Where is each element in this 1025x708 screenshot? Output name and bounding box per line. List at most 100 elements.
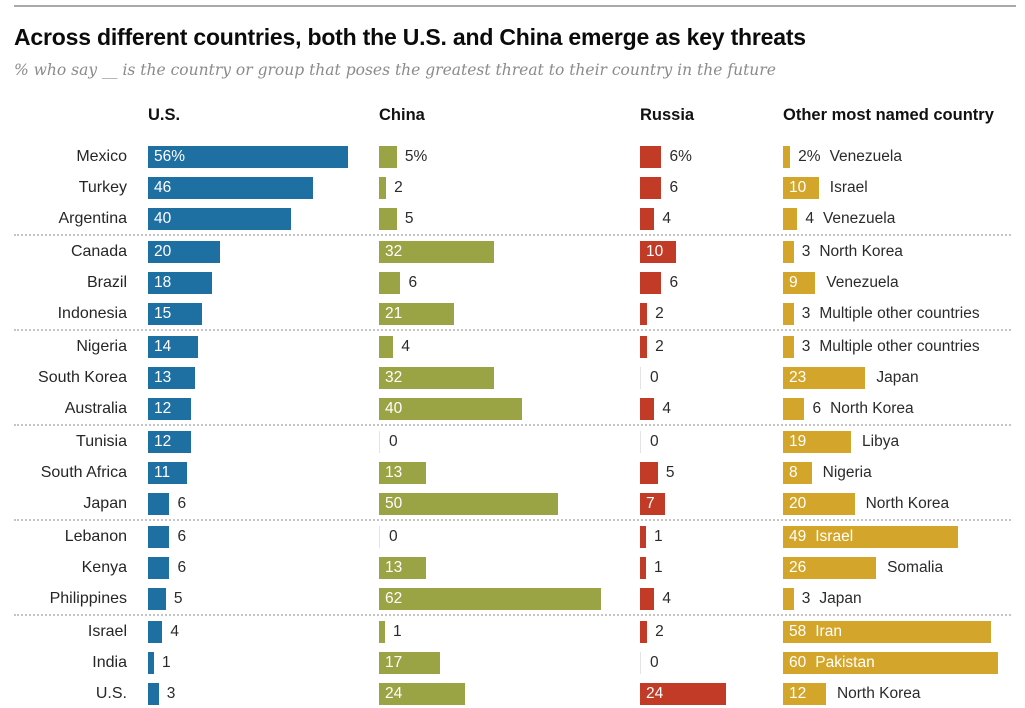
other-country-name: Somalia <box>887 558 944 576</box>
other-cell: 19 Libya <box>783 426 1025 457</box>
value-label: 12 <box>154 399 172 417</box>
other-bar: 12 <box>783 682 826 705</box>
other-country-name: Venezuela <box>829 147 902 165</box>
value-label: 4 <box>662 589 671 607</box>
other-country-name: Japan <box>819 589 862 607</box>
other-country-name: North Korea <box>830 399 914 417</box>
other-country-name: Japan <box>876 368 919 386</box>
russia-bar <box>640 397 655 420</box>
china-bar: 24 <box>379 682 465 705</box>
us-bar: 15 <box>148 302 202 325</box>
value-label: 0 <box>389 527 398 545</box>
us-cell: 12 <box>148 393 365 424</box>
china-cell: 5 <box>379 203 624 234</box>
chart-row: Mexico 56% 5% 6% 2% Venezuela <box>0 141 1025 172</box>
other-bar: 49 Israel <box>783 525 959 548</box>
china-bar <box>379 145 397 168</box>
us-cell: 6 <box>148 552 365 583</box>
column-header-china: China <box>379 106 425 124</box>
us-bar: 20 <box>148 240 220 263</box>
china-cell: 2 <box>379 172 624 203</box>
china-cell: 40 <box>379 393 624 424</box>
value-label: 46 <box>154 178 172 196</box>
value-label: 6 <box>177 494 187 512</box>
other-cell: 4 Venezuela <box>783 203 1025 234</box>
value-label: 4 <box>401 337 410 355</box>
country-label: Kenya <box>81 558 127 576</box>
russia-bar <box>640 620 648 643</box>
value-label: 15 <box>154 304 172 322</box>
value-label: 32 <box>385 242 403 260</box>
value-label: 0 <box>650 653 659 671</box>
us-bar <box>148 587 166 610</box>
country-label: Nigeria <box>76 337 127 355</box>
group-separator <box>14 329 1011 331</box>
value-label: 62 <box>385 589 403 607</box>
china-bar: 62 <box>379 587 601 610</box>
value-label: 24 <box>385 684 403 702</box>
chart-row: India 1 17 0 60 Pakistan <box>0 647 1025 678</box>
other-bar <box>783 240 794 263</box>
column-header-russia: Russia <box>640 106 695 124</box>
other-bar <box>783 207 798 230</box>
value-label: 20 <box>154 242 172 260</box>
us-cell: 1 <box>148 647 365 678</box>
group-separator <box>14 234 1011 236</box>
country-label: Tunisia <box>76 432 127 450</box>
value-label: 6 <box>812 399 822 417</box>
value-label: 5% <box>404 147 428 165</box>
other-bar <box>783 397 805 420</box>
russia-bar <box>640 525 646 548</box>
other-bar <box>783 335 794 358</box>
china-bar: 50 <box>379 492 558 515</box>
value-label: 24 <box>646 684 664 702</box>
value-label: 3 <box>801 337 811 355</box>
country-label: Australia <box>64 399 127 417</box>
us-cell: 20 <box>148 236 365 267</box>
value-label: 3 <box>166 684 176 702</box>
russia-cell: 10 <box>640 236 767 267</box>
china-cell: 0 <box>379 521 624 552</box>
value-label: 13 <box>385 463 403 481</box>
russia-cell: 2 <box>640 298 767 329</box>
value-label: 0 <box>389 432 398 450</box>
china-cell: 4 <box>379 331 624 362</box>
russia-bar <box>640 335 648 358</box>
us-bar: 14 <box>148 335 199 358</box>
value-label: 1 <box>654 558 663 576</box>
value-label: 2 <box>394 178 403 196</box>
other-bar: 9 <box>783 271 816 294</box>
group-separator <box>14 519 1011 521</box>
russia-cell: 2 <box>640 331 767 362</box>
chart-row: U.S. 3 24 24 12 North Korea <box>0 678 1025 708</box>
value-label: 0 <box>650 432 659 450</box>
value-label: 4 <box>662 209 671 227</box>
china-cell: 62 <box>379 583 624 614</box>
other-cell: 3 Multiple other countries <box>783 298 1025 329</box>
chart-row: Kenya 6 13 1 26 Somalia <box>0 552 1025 583</box>
value-label: 12 <box>789 684 807 702</box>
other-country-name: Iran <box>815 622 842 640</box>
russia-cell: 4 <box>640 393 767 424</box>
other-bar: 26 <box>783 556 877 579</box>
chart-row: Australia 12 40 4 6 North Korea <box>0 393 1025 424</box>
top-rule <box>14 5 1016 7</box>
chart-row: Indonesia 15 21 2 3 Multiple other countries <box>0 298 1025 329</box>
other-cell: 8 Nigeria <box>783 457 1025 488</box>
other-cell: 60 Pakistan <box>783 647 1025 678</box>
country-label: Japan <box>83 494 127 512</box>
us-bar: 56% <box>148 145 349 168</box>
china-bar: 21 <box>379 302 455 325</box>
other-bar: 60 Pakistan <box>783 651 998 674</box>
country-label: Canada <box>70 242 127 260</box>
other-cell: 6 North Korea <box>783 393 1025 424</box>
china-cell: 32 <box>379 236 624 267</box>
other-cell: 49 Israel <box>783 521 1025 552</box>
russia-cell: 0 <box>640 647 767 678</box>
value-label: 1 <box>393 622 402 640</box>
other-bar: 8 <box>783 461 812 484</box>
country-label: Indonesia <box>57 304 127 322</box>
russia-bar <box>640 271 662 294</box>
chart-row: Brazil 18 6 6 9 Venezuela <box>0 267 1025 298</box>
